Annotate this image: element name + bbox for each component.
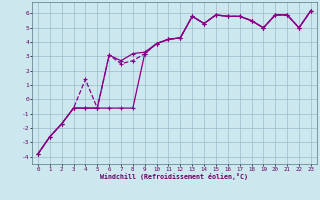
X-axis label: Windchill (Refroidissement éolien,°C): Windchill (Refroidissement éolien,°C)	[100, 173, 248, 180]
